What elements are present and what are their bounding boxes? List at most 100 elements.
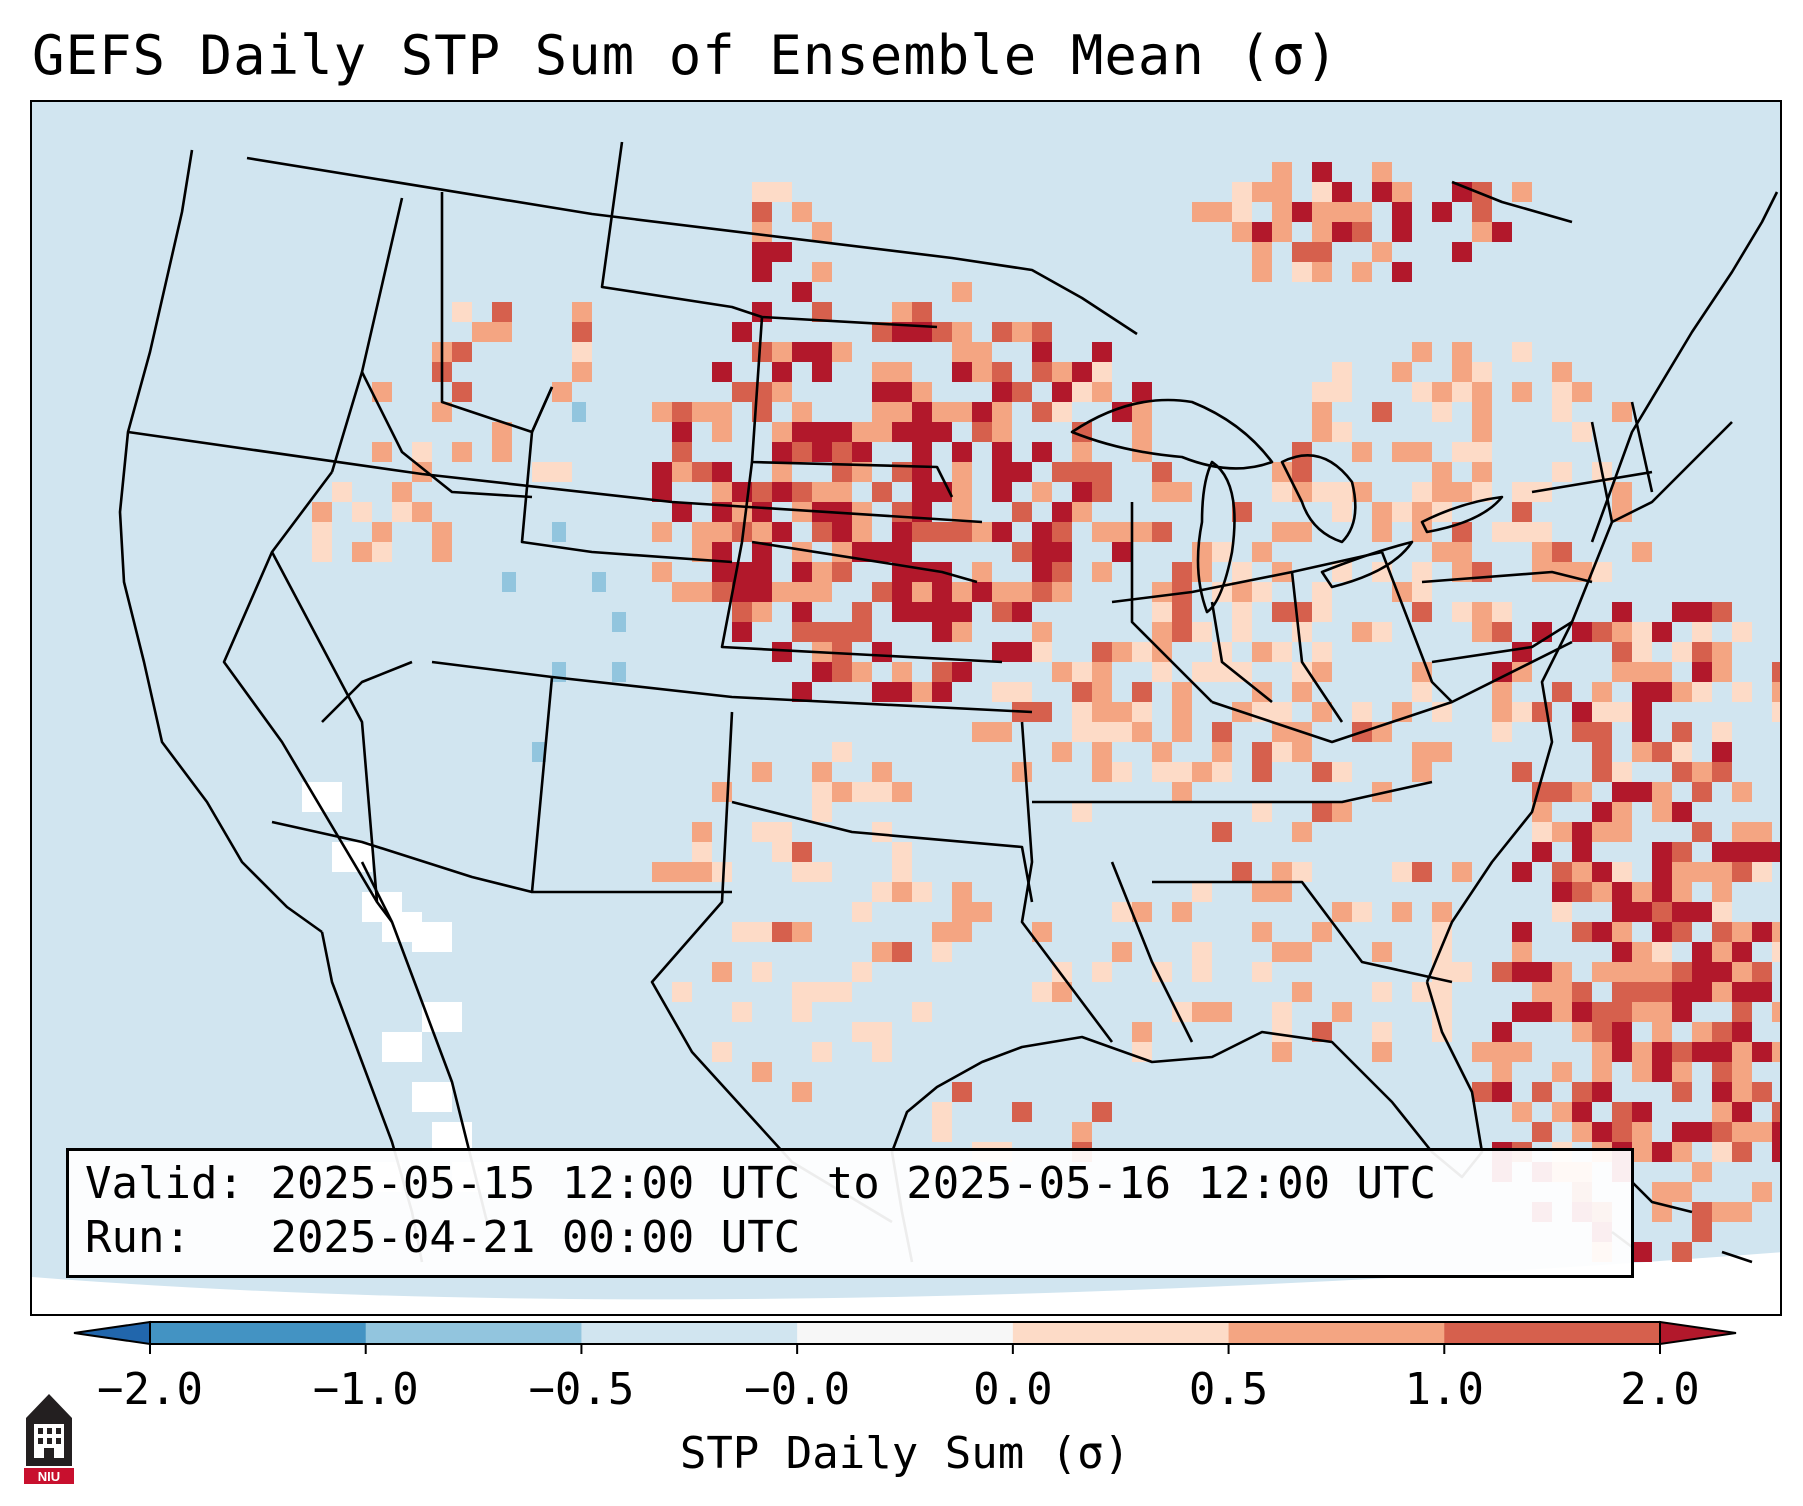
anomaly-cell: [1412, 502, 1432, 522]
anomaly-cell: [872, 942, 892, 962]
anomaly-cell: [792, 502, 812, 522]
anomaly-cell: [952, 322, 972, 342]
anomaly-cell: [1012, 322, 1032, 342]
anomaly-cell: [1272, 462, 1292, 482]
anomaly-cell: [1372, 242, 1392, 262]
anomaly-cell: [1332, 362, 1352, 382]
anomaly-cell: [1372, 1022, 1392, 1042]
anomaly-cell: [1672, 722, 1692, 742]
anomaly-cell: [1552, 882, 1572, 902]
anomaly-cell: [832, 982, 852, 1002]
anomaly-cell: [1052, 522, 1072, 542]
anomaly-cell: [992, 582, 1012, 602]
anomaly-cell: [1292, 982, 1312, 1002]
anomaly-cell: [1212, 202, 1232, 222]
anomaly-cell: [992, 682, 1012, 702]
anomaly-cell: [1512, 662, 1532, 682]
anomaly-cell: [1412, 682, 1432, 702]
anomaly-cell: [1192, 942, 1212, 962]
anomaly-cell: [932, 582, 952, 602]
anomaly-cell: [652, 402, 672, 422]
anomaly-cell: [1292, 202, 1312, 222]
anomaly-cell: [1592, 1082, 1612, 1102]
anomaly-cell: [452, 382, 472, 402]
anomaly-cell: [1672, 1042, 1692, 1062]
anomaly-cell: [952, 362, 972, 382]
anomaly-cell: [1092, 722, 1112, 742]
anomaly-cell: [1012, 1102, 1032, 1122]
anomaly-cell: [732, 622, 752, 642]
anomaly-cell: [692, 822, 712, 842]
anomaly-cell: [1072, 1122, 1092, 1142]
anomaly-cell: [1592, 1022, 1612, 1042]
anomaly-cell: [832, 562, 852, 582]
anomaly-cell: [792, 562, 812, 582]
anomaly-cell: [932, 602, 952, 622]
anomaly-cell: [1552, 982, 1572, 1002]
anomaly-cell: [1152, 602, 1172, 622]
anomaly-cell: [1232, 222, 1252, 242]
anomaly-cell: [1232, 562, 1252, 582]
anomaly-cell: [672, 462, 692, 482]
anomaly-cell: [1312, 642, 1332, 662]
anomaly-cell: [1532, 842, 1552, 862]
anomaly-cell: [1432, 742, 1452, 762]
anomaly-cell: [1432, 462, 1452, 482]
anomaly-cell: [372, 522, 392, 542]
anomaly-cell: [1072, 462, 1092, 482]
anomaly-cell: [1612, 882, 1632, 902]
anomaly-cell: [992, 482, 1012, 502]
anomaly-cell: [532, 742, 546, 762]
anomaly-cell: [1292, 262, 1312, 282]
anomaly-cell: [1632, 702, 1652, 722]
anomaly-cell: [1072, 382, 1092, 402]
anomaly-cell: [1772, 1042, 1780, 1062]
anomaly-cell: [1032, 542, 1052, 562]
anomaly-cell: [892, 882, 912, 902]
run-time: 2025-04-21 00:00 UTC: [270, 1212, 801, 1263]
anomaly-cell: [1012, 682, 1032, 702]
anomaly-cell: [1632, 742, 1652, 762]
anomaly-cell: [1632, 1062, 1652, 1082]
anomaly-cell: [1572, 702, 1592, 722]
anomaly-cell: [1232, 502, 1252, 522]
anomaly-cell: [832, 442, 852, 462]
anomaly-cell: [852, 502, 872, 522]
anomaly-cell: [1612, 802, 1632, 822]
anomaly-cell: [1232, 582, 1252, 602]
anomaly-cell: [872, 642, 892, 662]
anomaly-cell: [1592, 762, 1612, 782]
map-panel[interactable]: [30, 100, 1782, 1316]
anomaly-cell: [1432, 982, 1452, 1002]
anomaly-cell: [1052, 542, 1072, 562]
anomaly-cell: [1672, 742, 1692, 762]
anomaly-cell: [1232, 202, 1252, 222]
anomaly-cell: [852, 602, 872, 622]
anomaly-cell: [1512, 1042, 1532, 1062]
anomaly-cell: [872, 682, 892, 702]
anomaly-cell: [932, 662, 952, 682]
anomaly-cell: [752, 562, 772, 582]
colorbar: [73, 1320, 1737, 1354]
anomaly-cell: [792, 842, 812, 862]
anomaly-cell: [812, 342, 832, 362]
anomaly-cell: [1112, 902, 1132, 922]
anomaly-cell: [1252, 762, 1272, 782]
anomaly-cell: [1192, 622, 1212, 642]
anomaly-cell: [1652, 942, 1672, 962]
anomaly-cell: [1692, 682, 1712, 702]
anomaly-cell: [1712, 662, 1732, 682]
anomaly-cell: [772, 822, 792, 842]
anomaly-cell: [572, 302, 592, 322]
anomaly-cell: [1552, 542, 1572, 562]
anomaly-cell: [1272, 202, 1292, 222]
anomaly-cell: [852, 902, 872, 922]
anomaly-cell: [672, 862, 692, 882]
anomaly-cell: [1572, 882, 1592, 902]
anomaly-cell: [1272, 942, 1292, 962]
anomaly-cell: [1732, 842, 1752, 862]
anomaly-cell: [1772, 702, 1780, 722]
anomaly-cell: [992, 522, 1012, 542]
anomaly-cell: [1472, 482, 1492, 502]
anomaly-cell: [1312, 202, 1332, 222]
